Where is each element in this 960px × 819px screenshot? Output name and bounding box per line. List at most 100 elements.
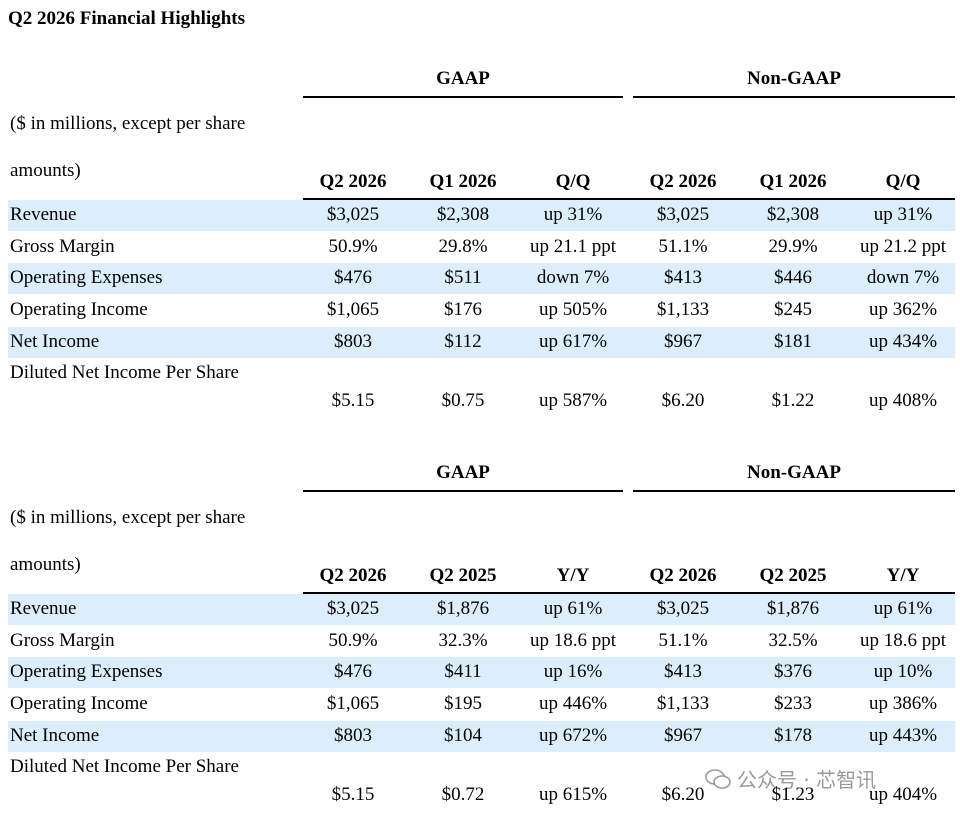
group-rule	[633, 96, 955, 98]
cell: $176	[444, 299, 482, 320]
cell: up 615%	[538, 784, 608, 805]
table-note: ($ in millions, except per share amounts…	[10, 507, 246, 575]
cell: $1.22	[771, 390, 815, 411]
cell: $1,876	[436, 598, 490, 619]
header-rule	[303, 592, 955, 594]
cell: up 21.1 ppt	[529, 236, 617, 257]
cell: $476	[334, 267, 372, 288]
row-shade	[8, 657, 955, 688]
cell: up 443%	[868, 725, 938, 746]
cell: 50.9%	[328, 630, 378, 651]
cell: up 18.6 ppt	[529, 630, 617, 651]
cell: $6.20	[661, 390, 705, 411]
cell: $195	[444, 693, 482, 714]
cell: up 505%	[538, 299, 608, 320]
cell: $413	[664, 661, 702, 682]
column-header: Q2 2026	[319, 171, 387, 192]
cell: up 31%	[873, 204, 933, 225]
cell: $1,133	[656, 693, 710, 714]
column-header: Q2 2026	[319, 565, 387, 586]
cell: up 386%	[868, 693, 938, 714]
cell: $6.20	[661, 784, 705, 805]
cell: $446	[774, 267, 812, 288]
group-header: GAAP	[436, 462, 490, 483]
cell: up 16%	[543, 661, 603, 682]
row-shade	[8, 721, 955, 752]
cell: $5.15	[331, 390, 375, 411]
watermark-text: 公众号 · 芯智讯	[737, 768, 877, 792]
column-header: Q1 2026	[429, 171, 497, 192]
cell: 51.1%	[658, 630, 708, 651]
column-header: Q/Q	[555, 171, 591, 192]
cell: $967	[664, 331, 702, 352]
cell: $112	[444, 331, 482, 352]
cell: $476	[334, 661, 372, 682]
cell: up 404%	[868, 784, 938, 805]
row-label: Operating Income	[10, 693, 148, 714]
row-label: Net Income	[10, 725, 100, 746]
cell: up 61%	[873, 598, 933, 619]
watermark: 公众号 · 芯智讯	[705, 764, 876, 793]
cell: up 408%	[868, 390, 938, 411]
table-note: ($ in millions, except per share amounts…	[10, 113, 246, 181]
cell: $0.75	[441, 390, 485, 411]
row-shade	[8, 200, 955, 231]
cell: up 446%	[538, 693, 608, 714]
column-header: Y/Y	[556, 565, 590, 586]
row-label: Revenue	[10, 598, 77, 619]
column-header: Q/Q	[885, 171, 921, 192]
cell: $245	[774, 299, 812, 320]
cell: up 10%	[873, 661, 933, 682]
cell: $1,065	[326, 299, 380, 320]
row-label: Operating Expenses	[10, 661, 163, 682]
group-rule	[303, 490, 623, 492]
page-title: Q2 2026 Financial Highlights	[8, 8, 246, 29]
cell: down 7%	[536, 267, 610, 288]
cell: $178	[774, 725, 812, 746]
cell: $376	[774, 661, 812, 682]
cell: 51.1%	[658, 236, 708, 257]
cell: $411	[444, 661, 482, 682]
column-header: Y/Y	[886, 565, 920, 586]
cell: up 18.6 ppt	[859, 630, 947, 651]
cell: $967	[664, 725, 702, 746]
cell: $413	[664, 267, 702, 288]
row-label: Revenue	[10, 204, 77, 225]
cell: 29.9%	[768, 236, 818, 257]
cell: up 31%	[543, 204, 603, 225]
row-label: Gross Margin	[10, 630, 115, 651]
cell: $3,025	[326, 598, 380, 619]
column-header: Q2 2026	[649, 565, 717, 586]
group-header: GAAP	[436, 68, 490, 89]
group-header: Non-GAAP	[747, 68, 841, 89]
column-header: Q2 2026	[649, 171, 717, 192]
cell: $3,025	[326, 204, 380, 225]
header-rule	[303, 198, 955, 200]
cell: $233	[774, 693, 812, 714]
cell: $0.72	[441, 784, 485, 805]
cell: up 61%	[543, 598, 603, 619]
cell: up 672%	[538, 725, 608, 746]
cell: $803	[334, 331, 372, 352]
cell: $1,876	[766, 598, 820, 619]
cell: 32.3%	[438, 630, 488, 651]
cell: up 21.2 ppt	[859, 236, 947, 257]
cell: up 587%	[538, 390, 608, 411]
cell: $1.23	[771, 784, 815, 805]
column-header: Q1 2026	[759, 171, 827, 192]
cell: $2,308	[436, 204, 490, 225]
column-header: Q2 2025	[759, 565, 827, 586]
cell: up 362%	[868, 299, 938, 320]
group-header: Non-GAAP	[747, 462, 841, 483]
row-label: Operating Expenses	[10, 267, 163, 288]
row-label: Net Income	[10, 331, 100, 352]
row-label: Diluted Net Income Per Share	[10, 362, 239, 383]
row-label: Diluted Net Income Per Share	[10, 756, 239, 777]
cell: $5.15	[331, 784, 375, 805]
cell: $3,025	[656, 598, 710, 619]
row-shade	[8, 327, 955, 358]
row-label: Gross Margin	[10, 236, 115, 257]
cell: $2,308	[766, 204, 820, 225]
cell: $104	[444, 725, 482, 746]
